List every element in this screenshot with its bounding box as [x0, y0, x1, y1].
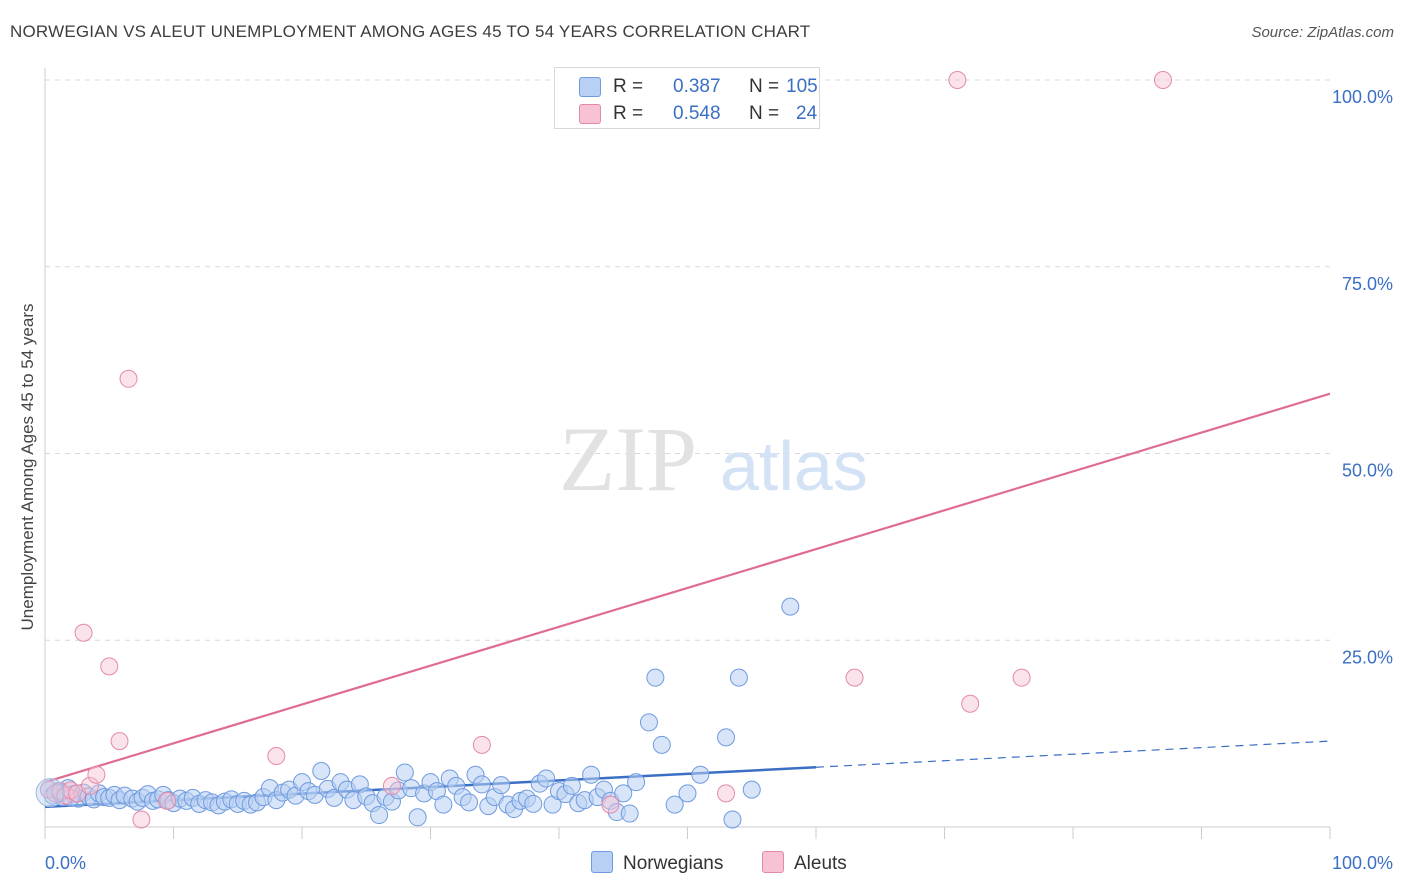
data-point-aleuts	[845, 668, 864, 687]
legend-r-label: R =	[613, 103, 644, 124]
data-point-norwegians	[781, 597, 800, 616]
data-point-aleuts	[601, 795, 620, 814]
data-point-aleuts	[158, 791, 177, 810]
data-point-aleuts	[1153, 71, 1172, 89]
data-point-aleuts	[100, 657, 119, 676]
data-point-aleuts	[80, 776, 99, 795]
data-point-norwegians	[492, 776, 511, 795]
axis-tick-labels: 100.0% 75.0% 50.0% 25.0% 0.0% 100.0%	[45, 87, 1393, 873]
data-point-aleuts	[119, 369, 138, 388]
data-point-aleuts	[948, 71, 967, 89]
data-point-aleuts	[382, 776, 401, 795]
y-tick-label: 75.0%	[1342, 274, 1393, 294]
y-tick-label: 25.0%	[1342, 647, 1393, 667]
legend-n-value: 24	[796, 103, 818, 124]
bottom-legend-label-aleuts: Aleuts	[794, 853, 847, 874]
data-point-aleuts	[267, 747, 286, 766]
y-tick-label: 100.0%	[1332, 87, 1393, 107]
data-point-norwegians	[652, 735, 671, 754]
data-point-aleuts	[472, 735, 491, 754]
data-point-norwegians	[691, 765, 710, 784]
legend-r-value: 0.387	[673, 76, 721, 97]
data-point-cluster	[35, 778, 65, 808]
watermark-zip: ZIP	[559, 408, 697, 510]
data-point-norwegians	[408, 808, 427, 827]
stats-legend: R = 0.387 N = 105 R = 0.548 N = 24	[554, 67, 820, 129]
data-point-norwegians	[717, 728, 736, 747]
x-tick-label: 0.0%	[45, 853, 86, 873]
data-point-norwegians	[434, 795, 453, 814]
bottom-legend-aleuts: Aleuts	[762, 851, 847, 875]
bottom-legend-swatch-aleuts	[762, 851, 784, 873]
data-point-norwegians	[665, 795, 684, 814]
data-point-aleuts	[110, 732, 129, 751]
data-point-aleuts	[961, 694, 980, 713]
legend-swatch-norwegians	[579, 77, 601, 97]
watermark: ZIP atlas	[559, 408, 868, 510]
data-point-norwegians	[678, 784, 697, 803]
data-point-aleuts	[87, 765, 106, 784]
data-point-norwegians	[395, 763, 414, 782]
bottom-legend-label-norwegians: Norwegians	[623, 853, 724, 874]
data-point-aleuts	[74, 623, 93, 642]
data-point-norwegians	[325, 788, 344, 807]
data-point-norwegians	[646, 668, 665, 687]
legend-n-value: 105	[786, 76, 818, 97]
source-label: Source: ZipAtlas.com	[1251, 24, 1394, 41]
data-points	[35, 71, 1172, 829]
trend-line-aleuts	[44, 392, 1331, 784]
data-point-norwegians	[627, 773, 646, 792]
watermark-atlas: atlas	[720, 427, 868, 505]
data-point-norwegians	[582, 765, 601, 784]
data-point-aleuts	[1012, 668, 1031, 687]
data-point-norwegians	[537, 769, 556, 788]
grid-lines	[44, 68, 1331, 839]
trend-line-norwegians-extension	[815, 740, 1331, 768]
data-point-norwegians	[370, 806, 389, 825]
data-point-norwegians	[620, 804, 639, 823]
data-point-norwegians	[312, 761, 331, 780]
data-point-norwegians	[460, 793, 479, 812]
data-point-norwegians	[472, 775, 491, 794]
data-point-norwegians	[524, 794, 543, 813]
data-point-aleuts	[132, 810, 151, 829]
legend-n-label: N =	[749, 103, 780, 124]
legend-swatch-aleuts	[579, 104, 601, 124]
bottom-legend-swatch-norwegians	[591, 851, 613, 873]
data-point-norwegians	[742, 780, 761, 799]
legend-r-value: 0.548	[673, 103, 721, 124]
y-tick-label: 50.0%	[1342, 461, 1393, 481]
legend-r-label: R =	[613, 76, 644, 97]
data-point-norwegians	[729, 668, 748, 687]
data-point-norwegians	[723, 810, 742, 829]
y-axis-label: Unemployment Among Ages 45 to 54 years	[18, 303, 37, 631]
data-point-norwegians	[562, 776, 581, 795]
x-tick-label: 100.0%	[1332, 853, 1393, 873]
data-point-aleuts	[56, 786, 75, 805]
data-point-aleuts	[717, 784, 736, 803]
legend-n-label: N =	[749, 76, 780, 97]
data-point-norwegians	[614, 784, 633, 803]
bottom-legend-norwegians: Norwegians	[591, 851, 723, 875]
chart-title: NORWEGIAN VS ALEUT UNEMPLOYMENT AMONG AG…	[10, 22, 811, 41]
data-point-norwegians	[639, 713, 658, 732]
